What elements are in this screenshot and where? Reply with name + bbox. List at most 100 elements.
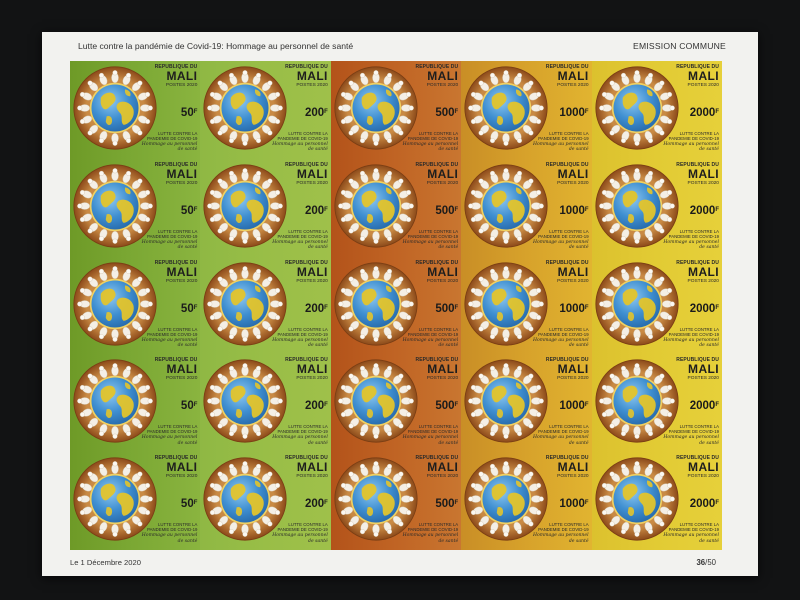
stamp-value: 200F — [272, 400, 328, 412]
stamp-value: 2000F — [663, 303, 719, 315]
stamp-currency: F — [454, 304, 459, 311]
health-worker-head — [478, 471, 484, 477]
stamp-postes: POSTES 2020 — [557, 180, 589, 186]
globe-with-ring-of-health-workers-icon — [73, 262, 157, 346]
stamp-value: 50F — [141, 498, 197, 510]
stamp-lutte: LUTTE CONTRE LA PANDEMIE DE COVID-19 — [147, 326, 198, 337]
stamp-country-line1: REPUBLIQUE DU — [285, 259, 328, 266]
stamp-value-number: 500 — [435, 107, 455, 119]
health-worker-head — [217, 471, 223, 477]
health-worker-head — [242, 461, 248, 467]
health-worker-head — [98, 268, 105, 274]
health-worker-head — [137, 521, 143, 527]
health-worker-head — [275, 510, 281, 516]
stamp-hommage: Hommage au personnel de santé — [663, 435, 719, 446]
health-worker-head — [528, 80, 534, 86]
health-worker-head — [340, 483, 346, 489]
stamp-country-line2: MALI — [166, 264, 198, 279]
health-worker-head — [229, 138, 235, 144]
health-worker-head — [242, 531, 248, 537]
stamp-value-number: 2000 — [689, 204, 716, 217]
stamp-text-block: REPUBLIQUE DU MALI POSTES 2020 50F LUTTE… — [141, 259, 198, 349]
health-worker-head — [373, 167, 379, 174]
stamp-r2-c5: REPUBLIQUE DU MALI POSTES 2020 2000F LUT… — [591, 158, 722, 257]
health-worker-head — [503, 434, 509, 440]
health-worker-head — [647, 431, 653, 437]
stamp-country-line2: MALI — [557, 460, 589, 475]
health-worker-head — [210, 216, 216, 222]
stamp-lutte: LUTTE CONTRE LA PANDEMIE DE COVID-19 — [147, 228, 198, 239]
stamp-currency: F — [454, 109, 459, 115]
health-worker-head — [210, 91, 216, 98]
health-worker-head — [125, 431, 132, 437]
health-worker-head — [145, 314, 151, 320]
globe-with-ring-of-health-workers-icon — [334, 66, 418, 150]
stamp-country-line1: REPUBLIQUE DU — [676, 64, 719, 70]
health-worker-head — [79, 189, 85, 195]
stamp-r3-c5: REPUBLIQUE DU MALI POSTES 2020 2000F LUT… — [591, 256, 722, 355]
stamp-value: 500F — [402, 107, 458, 119]
stamp-country-line1: REPUBLIQUE DU — [545, 64, 589, 70]
health-worker-head — [87, 80, 93, 86]
stamp-text-block: REPUBLIQUE DU MALI POSTES 2020 500F LUTT… — [402, 64, 459, 153]
health-worker-head — [601, 216, 607, 222]
health-worker-head — [620, 235, 626, 241]
health-worker-head — [468, 398, 474, 404]
globe-with-ring-of-health-workers-icon — [203, 359, 287, 443]
health-worker-head — [468, 203, 474, 209]
stamp-country-line1: REPUBLIQUE DU — [415, 455, 459, 462]
stamp-hommage: Hommage au personnel de santé — [272, 435, 328, 446]
health-worker-head — [210, 189, 216, 195]
stamp-country-line1: REPUBLIQUE DU — [154, 64, 198, 70]
stamp-text-block: REPUBLIQUE DU MALI POSTES 2020 50F LUTTE… — [141, 64, 198, 153]
stamp-text-block: REPUBLIQUE DU MALI POSTES 2020 500F LUTT… — [402, 162, 459, 251]
health-worker-head — [337, 496, 344, 502]
stamp-country-line1: REPUBLIQUE DU — [154, 259, 198, 266]
health-worker-head — [666, 510, 672, 516]
health-worker-head — [210, 412, 216, 418]
health-worker-head — [538, 105, 544, 111]
stamp-lutte: LUTTE CONTRE LA PANDEMIE DE COVID-19 — [277, 424, 328, 435]
health-worker-head — [87, 423, 93, 429]
health-worker-head — [348, 276, 354, 282]
health-worker-head — [503, 363, 509, 369]
health-worker-head — [634, 363, 640, 369]
health-worker-head — [79, 510, 85, 516]
health-worker-head — [609, 80, 615, 86]
health-worker-head — [125, 464, 132, 470]
health-worker-head — [79, 385, 85, 391]
health-worker-head — [647, 268, 653, 274]
health-worker-head — [386, 138, 392, 144]
health-worker-head — [137, 373, 143, 379]
health-worker-head — [145, 91, 151, 98]
stamp-country-line1: REPUBLIQUE DU — [545, 259, 589, 266]
stamp-country-line2: MALI — [557, 264, 589, 279]
health-worker-head — [256, 366, 262, 372]
health-worker-head — [348, 521, 354, 527]
stamp-country-line1: REPUBLIQUE DU — [154, 455, 198, 462]
health-worker-head — [256, 431, 262, 437]
health-worker-head — [348, 228, 354, 234]
stamp-text-block: REPUBLIQUE DU MALI POSTES 2020 200F LUTT… — [272, 64, 328, 153]
stamp-postes: POSTES 2020 — [687, 83, 719, 88]
stamp-r1-c4: REPUBLIQUE DU MALI POSTES 2020 1000F LUT… — [461, 61, 592, 159]
stamp-r1-c2: REPUBLIQUE DU MALI POSTES 2020 200F LUTT… — [200, 61, 331, 159]
health-worker-head — [528, 521, 534, 527]
health-worker-head — [137, 423, 143, 429]
health-worker-head — [478, 178, 484, 184]
stamp-country-line2: MALI — [166, 460, 198, 475]
health-worker-head — [517, 235, 523, 241]
health-worker-head — [405, 287, 411, 293]
health-worker-head — [79, 412, 85, 418]
health-worker-head — [490, 431, 496, 437]
health-worker-head — [659, 521, 665, 527]
health-worker-head — [471, 216, 477, 222]
stamp-value-number: 200 — [304, 107, 325, 119]
health-worker-head — [405, 91, 411, 98]
health-worker-head — [620, 268, 626, 274]
health-worker-head — [386, 529, 392, 535]
health-worker-head — [478, 326, 484, 332]
stamp-country-line1: REPUBLIQUE DU — [415, 64, 459, 70]
stamp-r5-c3: REPUBLIQUE DU MALI POSTES 2020 500F LUTT… — [330, 452, 462, 550]
health-worker-head — [386, 72, 392, 78]
